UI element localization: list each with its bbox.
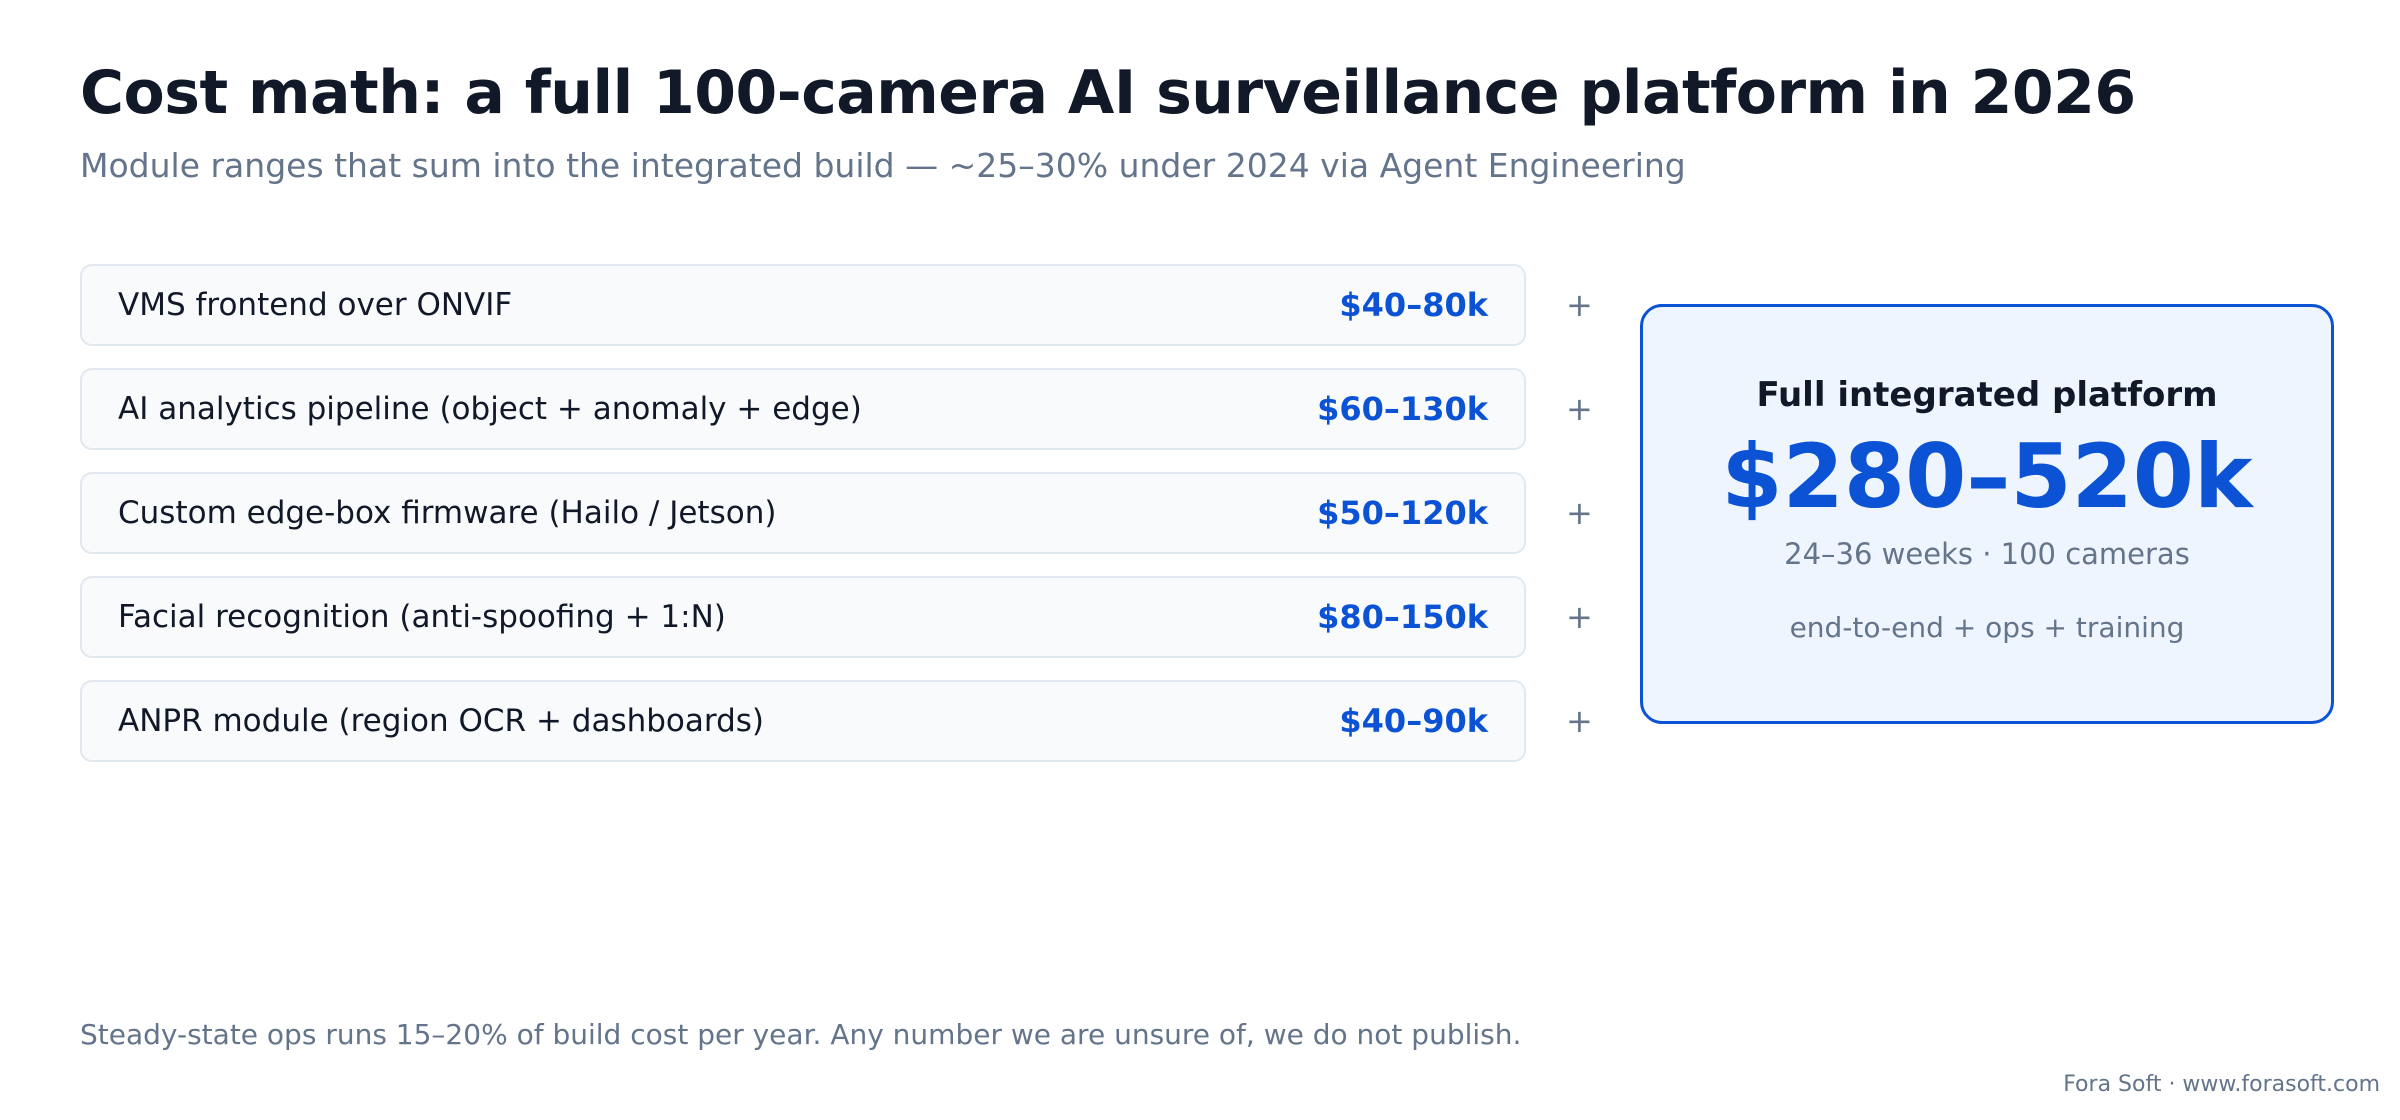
total-value: $280–520k <box>1721 425 2253 528</box>
module-name: Facial recognition (anti-spoofing + 1:N) <box>118 599 726 635</box>
module-price: $40–80k <box>1339 286 1488 324</box>
total-card: Full integrated platform $280–520k 24–36… <box>1640 304 2334 724</box>
module-price: $60–130k <box>1317 390 1488 428</box>
module-price: $50–120k <box>1317 494 1488 532</box>
total-meta: 24–36 weeks · 100 cameras <box>1784 537 2190 571</box>
brand-credit: Fora Soft · www.forasoft.com <box>2063 1072 2380 1097</box>
plus-icon: + <box>1566 494 1593 532</box>
total-note: end-to-end + ops + training <box>1789 611 2185 644</box>
module-card-ai-analytics: AI analytics pipeline (object + anomaly … <box>80 368 1526 450</box>
module-name: AI analytics pipeline (object + anomaly … <box>118 391 862 427</box>
module-list: VMS frontend over ONVIF $40–80k + AI ana… <box>80 264 1600 784</box>
page-subtitle: Module ranges that sum into the integrat… <box>80 146 1686 185</box>
module-name: Custom edge-box firmware (Hailo / Jetson… <box>118 495 777 531</box>
module-card-anpr: ANPR module (region OCR + dashboards) $4… <box>80 680 1526 762</box>
module-card-facial-recognition: Facial recognition (anti-spoofing + 1:N)… <box>80 576 1526 658</box>
footnote: Steady-state ops runs 15–20% of build co… <box>80 1018 1522 1051</box>
plus-icon: + <box>1566 390 1593 428</box>
plus-icon: + <box>1566 702 1593 740</box>
module-row: VMS frontend over ONVIF $40–80k + <box>80 264 1600 346</box>
module-price: $80–150k <box>1317 598 1488 636</box>
module-row: Custom edge-box firmware (Hailo / Jetson… <box>80 472 1600 554</box>
plus-icon: + <box>1566 598 1593 636</box>
module-price: $40–90k <box>1339 702 1488 740</box>
module-row: ANPR module (region OCR + dashboards) $4… <box>80 680 1600 762</box>
page-title: Cost math: a full 100-camera AI surveill… <box>80 58 2136 128</box>
module-name: VMS frontend over ONVIF <box>118 287 513 323</box>
module-name: ANPR module (region OCR + dashboards) <box>118 703 765 739</box>
module-card-edge-firmware: Custom edge-box firmware (Hailo / Jetson… <box>80 472 1526 554</box>
module-card-vms: VMS frontend over ONVIF $40–80k <box>80 264 1526 346</box>
plus-icon: + <box>1566 286 1593 324</box>
total-label: Full integrated platform <box>1756 375 2218 415</box>
module-row: AI analytics pipeline (object + anomaly … <box>80 368 1600 450</box>
module-row: Facial recognition (anti-spoofing + 1:N)… <box>80 576 1600 658</box>
